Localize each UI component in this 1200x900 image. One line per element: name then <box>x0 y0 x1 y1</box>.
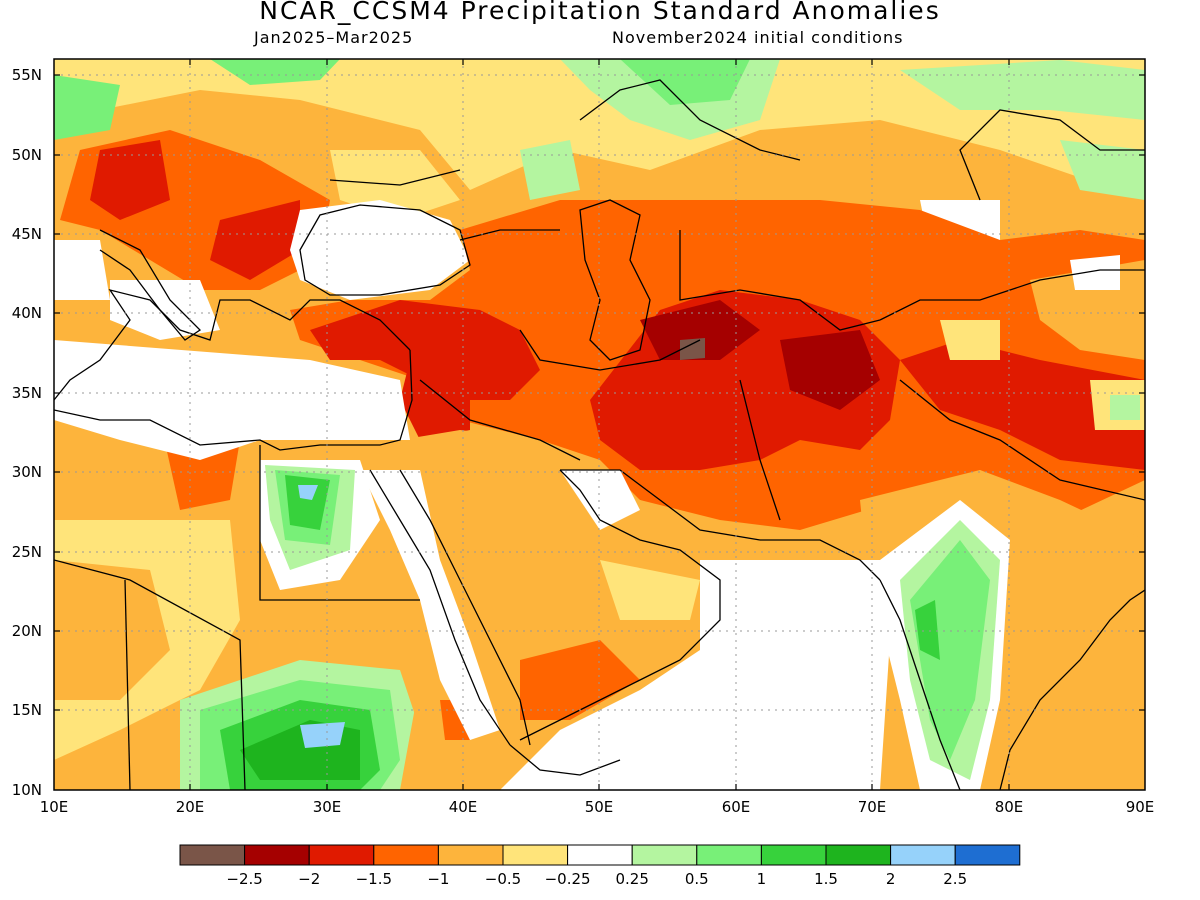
colorbar-label: −1.5 <box>356 870 392 888</box>
lon-label: 60E <box>722 798 751 816</box>
colorbar-label: −0.5 <box>485 870 521 888</box>
colorbar-swatch <box>760 844 827 866</box>
colorbar-swatch <box>825 844 892 866</box>
colorbar-label: −0.25 <box>545 870 591 888</box>
colorbar: −2.5 −2 −1.5 −1 −0.5 −0.25 0.25 0.5 1 1.5 2 2.5 <box>179 844 1021 888</box>
graticule <box>54 59 1145 790</box>
colorbar-label: −2.5 <box>226 870 262 888</box>
lon-label: 30E <box>313 798 342 816</box>
colorbar-swatch <box>696 844 762 866</box>
map-title: NCAR_CCSM4 Precipitation Standard Anomal… <box>259 0 941 25</box>
lon-label: 90E <box>1126 798 1155 816</box>
lat-label: 40N <box>12 304 42 322</box>
colorbar-swatch <box>437 844 504 866</box>
colorbar-label: 1.5 <box>814 870 838 888</box>
lat-label: 45N <box>12 225 42 243</box>
lon-label: 50E <box>585 798 614 816</box>
colorbar-label: 2.5 <box>943 870 967 888</box>
lon-label: 20E <box>176 798 205 816</box>
colorbar-label: 0.25 <box>615 870 648 888</box>
colorbar-swatch <box>954 844 1021 866</box>
initial-conditions: November2024 initial conditions <box>612 28 904 47</box>
lon-label: 40E <box>449 798 478 816</box>
colorbar-label: 2 <box>886 870 896 888</box>
lon-label: 70E <box>858 798 887 816</box>
colorbar-swatch <box>373 844 439 866</box>
tick-marks <box>54 59 1145 790</box>
colorbar-label: −1 <box>427 870 449 888</box>
lat-label: 10N <box>12 781 42 799</box>
colorbar-swatch <box>631 844 698 866</box>
lat-label: 55N <box>12 66 42 84</box>
longitude-labels: 10E 20E 30E 40E 50E 60E 70E 80E 90E <box>40 798 1155 816</box>
colorbar-swatch <box>179 844 246 866</box>
colorbar-swatch <box>244 844 310 866</box>
colorbar-label: 0.5 <box>685 870 709 888</box>
lat-label: 30N <box>12 463 42 481</box>
colorbar-swatch <box>567 844 633 866</box>
colorbar-swatch <box>308 844 375 866</box>
colorbar-swatch <box>502 844 569 866</box>
lat-label: 25N <box>12 543 42 561</box>
coastlines <box>54 79 1145 790</box>
lat-label: 50N <box>12 146 42 164</box>
lat-label: 20N <box>12 622 42 640</box>
forecast-period: Jan2025–Mar2025 <box>254 28 414 47</box>
colorbar-label: 1 <box>757 870 767 888</box>
latitude-labels: 55N 50N 45N 40N 35N 30N 25N 20N 15N 10N <box>12 66 42 799</box>
lon-label: 10E <box>40 798 69 816</box>
colorbar-label: −2 <box>298 870 320 888</box>
colorbar-swatch <box>890 844 956 866</box>
lon-label: 80E <box>995 798 1024 816</box>
lat-label: 35N <box>12 384 42 402</box>
lat-label: 15N <box>12 701 42 719</box>
